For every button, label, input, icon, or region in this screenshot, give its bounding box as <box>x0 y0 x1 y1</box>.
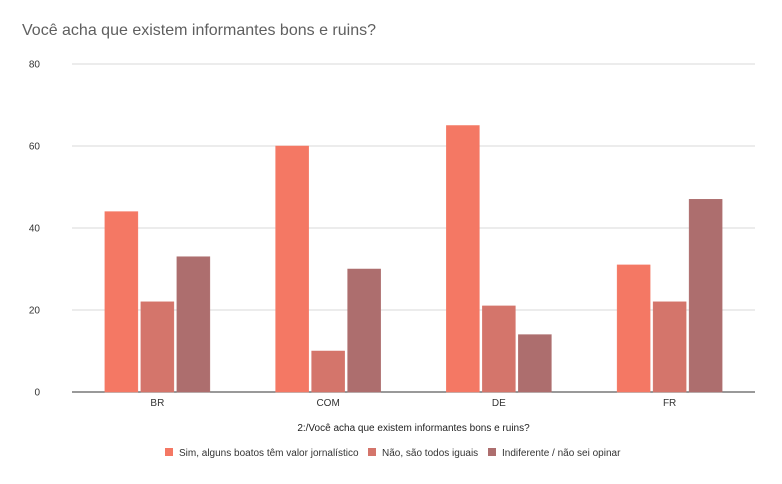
legend: Sim, alguns boatos têm valor jornalístic… <box>165 448 621 459</box>
x-tick-label: DE <box>492 398 506 409</box>
y-axis: 0 20 40 60 80 <box>29 60 41 399</box>
x-tick-label: COM <box>316 398 339 409</box>
x-axis-title: 2:/Você acha que existem informantes bon… <box>297 423 530 434</box>
x-tick-label: BR <box>150 398 164 409</box>
bar <box>140 301 175 393</box>
bar <box>347 268 381 393</box>
y-tick-label: 0 <box>34 388 40 399</box>
bar <box>176 256 211 393</box>
bars <box>104 125 723 393</box>
y-tick-label: 40 <box>29 224 41 235</box>
legend-label: Indiferente / não sei opinar <box>502 448 621 459</box>
legend-label: Não, são todos iguais <box>382 448 478 459</box>
bar <box>275 145 309 393</box>
y-tick-label: 80 <box>29 60 41 71</box>
legend-label: Sim, alguns boatos têm valor jornalístic… <box>179 448 359 459</box>
y-tick-label: 20 <box>29 306 41 317</box>
legend-swatch <box>165 448 173 456</box>
legend-swatch <box>488 448 496 456</box>
bar <box>482 305 516 393</box>
x-tick-label: FR <box>663 398 676 409</box>
bar <box>518 334 552 393</box>
bar <box>652 301 687 393</box>
legend-swatch <box>368 448 376 456</box>
chart-title: Você acha que existem informantes bons e… <box>22 22 376 39</box>
x-axis: BR COM DE FR <box>150 398 676 409</box>
y-tick-label: 60 <box>29 142 41 153</box>
gridlines <box>72 63 755 393</box>
bar <box>688 199 723 393</box>
bar <box>104 211 139 393</box>
bar <box>616 264 651 393</box>
bar <box>311 350 345 393</box>
bar <box>446 125 480 393</box>
